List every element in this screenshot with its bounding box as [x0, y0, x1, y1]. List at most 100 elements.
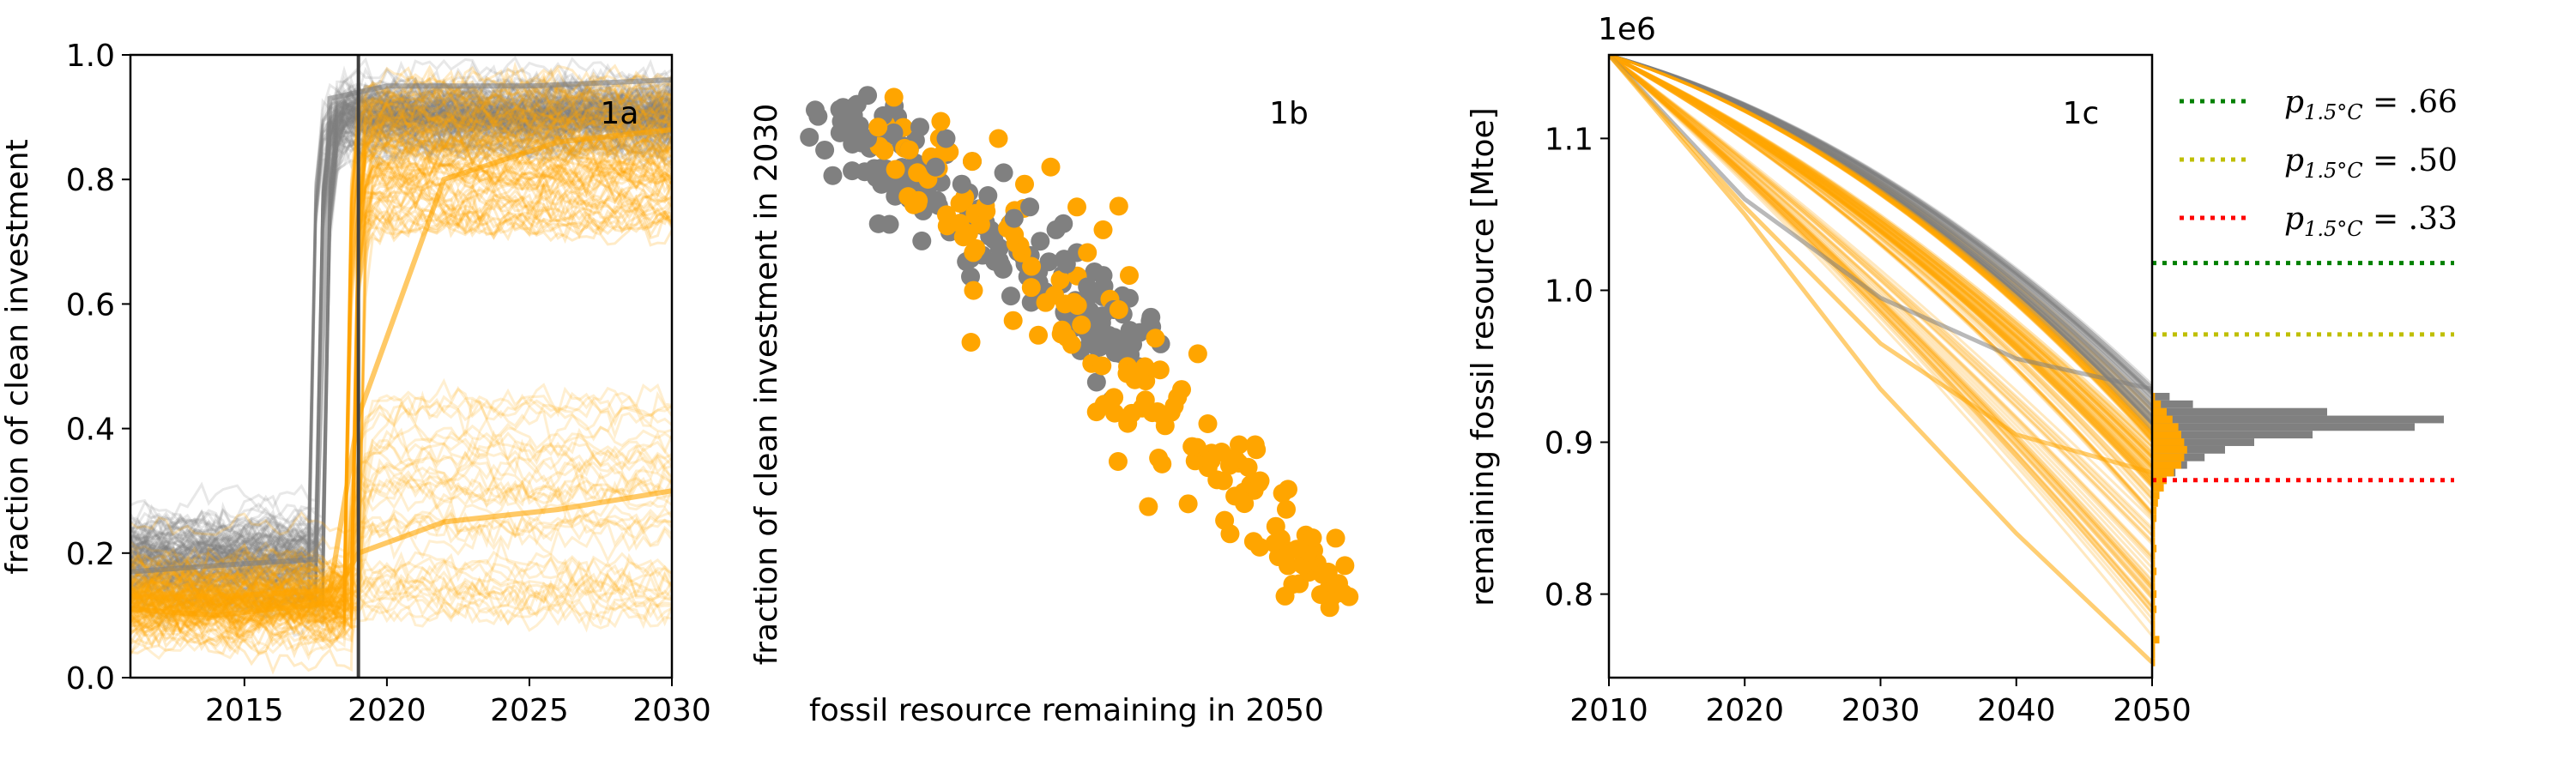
- scatter-point: [884, 123, 904, 142]
- trajectory-line: [1609, 55, 2152, 480]
- trajectory-line: [1609, 55, 2152, 434]
- scatter-point: [1105, 403, 1125, 423]
- trajectory-line: [130, 101, 672, 616]
- trajectory-line: [1609, 55, 2152, 401]
- trajectory-line: [1609, 55, 2152, 402]
- scatter-point: [994, 163, 1013, 183]
- scatter-point: [1249, 537, 1269, 557]
- trajectory-line: [1609, 55, 2152, 532]
- scatter-point: [1046, 220, 1066, 239]
- scatter-point: [1091, 313, 1111, 333]
- trajectory-line: [130, 100, 672, 561]
- trajectory-line: [1609, 55, 2152, 392]
- trajectory-line: [1609, 55, 2152, 441]
- trajectory-line: [130, 404, 672, 636]
- scatter-point: [1064, 293, 1084, 312]
- trajectory-line: [130, 89, 672, 564]
- trajectory-line: [1609, 55, 2152, 519]
- trajectory-line: [1609, 55, 2152, 502]
- scatter-point: [910, 118, 929, 137]
- trajectory-line: [130, 81, 672, 643]
- trajectory-line: [130, 93, 672, 576]
- trajectory-line: [1609, 55, 2152, 475]
- trajectory-line: [130, 95, 672, 620]
- trajectory-line: [130, 78, 672, 612]
- trajectory-line: [1609, 55, 2152, 425]
- y-tick-label: 0.9: [1545, 426, 1593, 461]
- trajectory-line: [130, 89, 672, 556]
- scatter-point: [908, 163, 928, 183]
- histogram-bar: [2152, 651, 2156, 659]
- scatter-point: [1092, 356, 1112, 376]
- trajectory-line: [1609, 55, 2152, 409]
- y-tick-label: 0.2: [66, 537, 115, 572]
- trajectory-line: [130, 396, 672, 650]
- scatter-point: [1326, 528, 1345, 548]
- trajectory-line: [1609, 55, 2152, 588]
- histogram-bar: [2152, 423, 2179, 431]
- trajectory-line: [130, 141, 672, 626]
- trajectory-line: [1609, 55, 2152, 473]
- trajectory-line: [1609, 55, 2152, 413]
- trajectory-line: [130, 191, 672, 589]
- trajectory-line: [1609, 55, 2152, 396]
- legend-value: = .33: [2363, 202, 2458, 237]
- trajectory-line: [1609, 55, 2152, 471]
- trajectory-line: [1609, 55, 2152, 477]
- scatter-point: [1004, 208, 1024, 228]
- trajectory-line: [130, 458, 672, 624]
- x-tick-label: 2020: [348, 693, 426, 728]
- trajectory-line: [1609, 55, 2152, 428]
- histogram-bar: [2152, 392, 2170, 401]
- trajectory-line: [130, 185, 672, 623]
- scatter-point: [958, 223, 978, 243]
- trajectory-line: [1609, 55, 2152, 443]
- x-tick-label: 2025: [490, 693, 569, 728]
- scatter-point: [1225, 448, 1243, 467]
- trajectory-line: [1609, 55, 2152, 620]
- trajectory-line: [1609, 55, 2152, 596]
- trajectory-line: [130, 99, 672, 588]
- histogram-bar: [2152, 423, 2415, 431]
- trajectory-line: [1609, 55, 2152, 496]
- histogram-bar: [2152, 636, 2160, 644]
- scatter-point: [1161, 402, 1181, 422]
- scatter-point: [1029, 325, 1049, 345]
- scatter-point: [1120, 266, 1139, 286]
- trajectory-line: [1609, 55, 2152, 437]
- trajectory-line: [1609, 55, 2152, 600]
- histogram-bar: [2152, 658, 2156, 666]
- histogram-bar: [2152, 400, 2162, 408]
- scatter-point: [904, 195, 923, 214]
- trajectory-line: [130, 452, 672, 623]
- trajectory-line: [130, 196, 672, 639]
- y-tick-label: 1.1: [1545, 122, 1593, 157]
- trajectory-line: [130, 78, 672, 594]
- histogram-bar: [2152, 598, 2156, 606]
- trajectory-line: [130, 509, 672, 625]
- trajectory-line: [1609, 55, 2152, 466]
- trajectory-line: [130, 107, 672, 568]
- x-tick-label: 2030: [632, 693, 711, 728]
- trajectory-line: [130, 98, 672, 578]
- scatter-point: [1050, 270, 1070, 290]
- trajectory-line: [1609, 55, 2152, 394]
- histogram-bar: [2152, 612, 2156, 621]
- panel-1c-ylabel: remaining fossil resource [Mtoe]: [1466, 107, 1501, 606]
- histogram-bar: [2152, 407, 2167, 416]
- scatter-point: [1182, 437, 1202, 456]
- scatter-point: [977, 202, 996, 221]
- trajectory-line: [1609, 55, 2152, 395]
- trajectory-line: [1609, 55, 2152, 453]
- trajectory-line: [130, 427, 672, 609]
- trajectory-line: [130, 75, 672, 580]
- trajectory-line: [130, 503, 672, 657]
- panel-1a-series: [130, 56, 672, 675]
- trajectory-line: [130, 207, 672, 652]
- trajectory-line: [1609, 55, 2152, 386]
- histogram-bar: [2152, 415, 2173, 424]
- trajectory-line: [130, 206, 672, 645]
- trajectory-line: [1609, 55, 2152, 422]
- trajectory-line: [130, 105, 672, 555]
- histogram-bar: [2152, 575, 2156, 583]
